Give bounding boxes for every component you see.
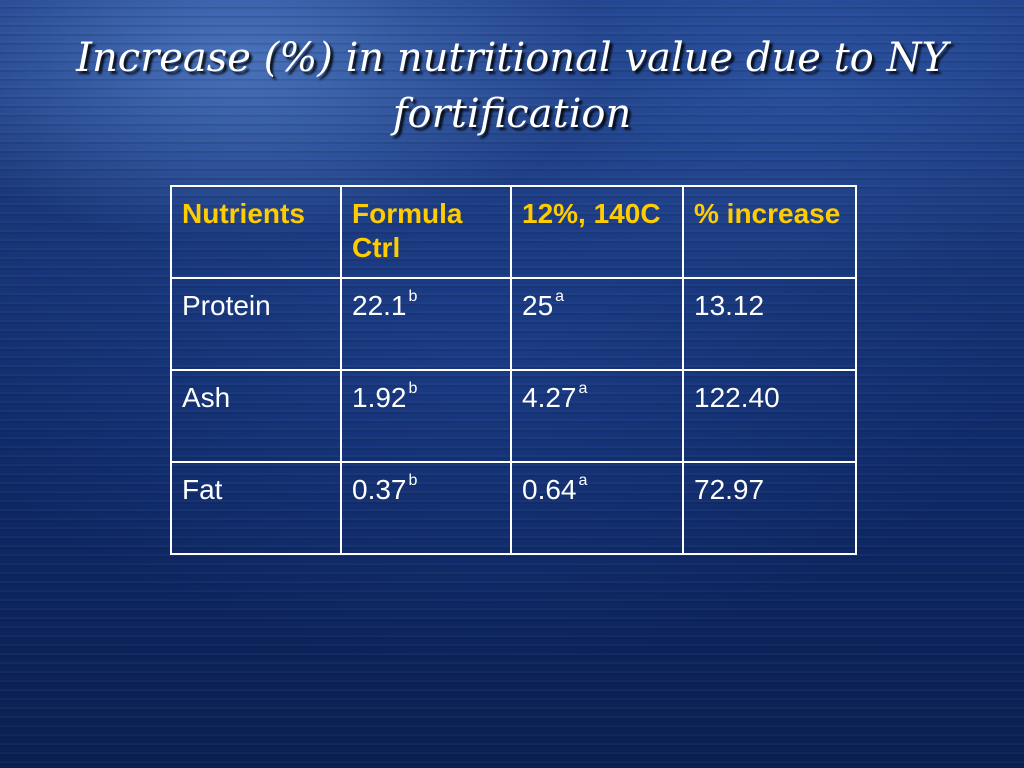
header-formula-ctrl: Formula Ctrl bbox=[340, 185, 512, 279]
fortified-cell: 0.64 a bbox=[510, 461, 684, 555]
ctrl-value: 0.37 bbox=[352, 474, 407, 505]
increase-cell: 72.97 bbox=[682, 461, 857, 555]
ctrl-superscript: b bbox=[408, 288, 418, 305]
fortified-superscript: a bbox=[555, 288, 565, 305]
fortified-superscript: a bbox=[578, 472, 588, 489]
ctrl-superscript: b bbox=[408, 380, 418, 397]
fortified-value: 25 bbox=[522, 290, 554, 321]
fortified-value: 0.64 bbox=[522, 474, 577, 505]
slide-title: Increase (%) in nutritional value due to… bbox=[76, 35, 948, 137]
ctrl-cell: 0.37 b bbox=[340, 461, 512, 555]
fortified-cell: 4.27 a bbox=[510, 369, 684, 463]
fortified-cell: 25 a bbox=[510, 277, 684, 371]
fortified-superscript: a bbox=[578, 380, 588, 397]
nutrition-table: Nutrients Formula Ctrl 12%, 140C % incre… bbox=[170, 185, 857, 555]
table-row: Protein 22.1 b 25 a 13.12 bbox=[170, 277, 857, 371]
header-percent-increase: % increase bbox=[682, 185, 857, 279]
ctrl-value: 22.1 bbox=[352, 290, 407, 321]
ctrl-cell: 22.1 b bbox=[340, 277, 512, 371]
ctrl-cell: 1.92 b bbox=[340, 369, 512, 463]
header-nutrients: Nutrients bbox=[170, 185, 342, 279]
nutrient-cell: Ash bbox=[170, 369, 342, 463]
table-header-row: Nutrients Formula Ctrl 12%, 140C % incre… bbox=[170, 185, 857, 279]
fortified-value: 4.27 bbox=[522, 382, 577, 413]
ctrl-superscript: b bbox=[408, 472, 418, 489]
table-row: Fat 0.37 b 0.64 a 72.97 bbox=[170, 461, 857, 555]
increase-cell: 122.40 bbox=[682, 369, 857, 463]
table-row: Ash 1.92 b 4.27 a 122.40 bbox=[170, 369, 857, 463]
nutrient-cell: Fat bbox=[170, 461, 342, 555]
ctrl-value: 1.92 bbox=[352, 382, 407, 413]
increase-cell: 13.12 bbox=[682, 277, 857, 371]
header-fortified: 12%, 140C bbox=[510, 185, 684, 279]
nutrient-cell: Protein bbox=[170, 277, 342, 371]
